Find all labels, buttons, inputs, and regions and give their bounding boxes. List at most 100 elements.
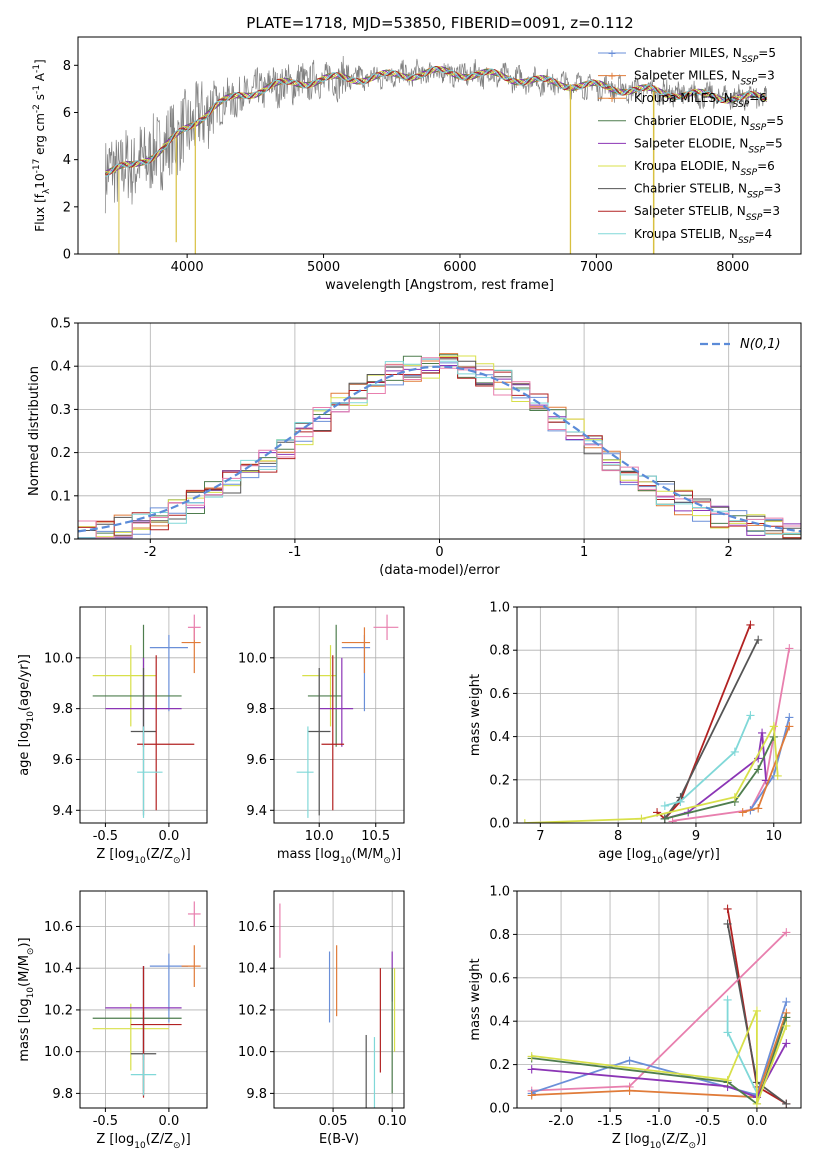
axes-frame xyxy=(79,890,208,1109)
y-tick-label: 0.2 xyxy=(489,1058,510,1073)
mass-weight-marker: + xyxy=(757,726,768,741)
y-tick-label: 10.0 xyxy=(44,651,73,666)
mass-weight-marker: + xyxy=(722,1080,733,1095)
x-tick-label: 8 xyxy=(614,829,622,844)
y-tick-label: 0.3 xyxy=(50,403,71,418)
mass-weight-marker: + xyxy=(781,1010,792,1025)
y-tick-label: 9.6 xyxy=(52,753,73,768)
y-tick-label: 4 xyxy=(63,153,71,168)
axes-frame xyxy=(77,322,802,540)
x-tick-label: 0.0 xyxy=(159,829,180,844)
plot-area: ++++++++ ++++++++ ++++++++++++ +++ ++++ xyxy=(519,618,795,832)
y-tick-label: 10.0 xyxy=(44,1045,73,1060)
legend-label: Salpeter MILES, NSSP=3 xyxy=(634,69,775,88)
plot-area xyxy=(296,614,399,818)
y-tick-label: 9.8 xyxy=(52,702,73,717)
mass-weight-marker: + xyxy=(781,1097,792,1112)
mass-weight-marker: + xyxy=(761,773,772,788)
y-tick-label: 0.1 xyxy=(50,489,71,504)
mass-weight-marker: + xyxy=(753,752,764,767)
mass-weight-line xyxy=(726,999,758,1094)
mass-weight-marker: + xyxy=(526,1088,537,1103)
plot-area xyxy=(279,903,396,1108)
axes-frame xyxy=(79,606,208,824)
mass-weight-marker: + xyxy=(526,1086,537,1101)
x-tick-label: 9 xyxy=(692,829,700,844)
x-tick-label: 1 xyxy=(580,545,588,560)
panel-residuals: -2 -1 0 1 2 0.0 0.1 0.2 0.3 0.4 0.5 (data-model)/er… xyxy=(27,317,802,578)
legend-marker: + xyxy=(607,70,616,83)
legend: + Chabrier MILES, NSSP=5 + Salpeter MILES, … xyxy=(598,46,784,246)
mass-weight-marker: + xyxy=(768,719,779,734)
x-tick-label: 10.0 xyxy=(305,829,334,844)
y-tick-label: 0.2 xyxy=(489,773,510,788)
panel-mass_vs_Z: -0.5 0.0 9.8 10.0 10.2 10.4 10.6 Z [log10(Z/Z⊙)… xyxy=(17,890,208,1151)
residual-histogram xyxy=(78,357,801,539)
y-tick-label: 0.4 xyxy=(489,1015,510,1030)
legend-label: Salpeter ELODIE, NSSP=5 xyxy=(634,136,783,155)
mass-weight-line xyxy=(531,931,787,1092)
mass-weight-marker: + xyxy=(526,1062,537,1077)
y-tick-label: 2 xyxy=(63,200,71,215)
axes-frame xyxy=(77,36,802,255)
y-tick-label: 6 xyxy=(63,106,71,121)
mass-weight-marker: + xyxy=(751,1004,762,1019)
mass-weight-marker: + xyxy=(722,1073,733,1088)
y-tick-label: 10.4 xyxy=(44,962,73,977)
legend-label: Kroupa MILES, NSSP=6 xyxy=(634,91,767,110)
y-tick-label: 9.8 xyxy=(52,1087,73,1102)
y-tick-label: 0.6 xyxy=(489,971,510,986)
x-axis-label: age [log10(age/yr)] xyxy=(598,847,720,866)
y-tick-label: 0.4 xyxy=(50,360,71,375)
y-tick-label: 9.8 xyxy=(246,702,267,717)
y-axis-label: age [log10(age/yr)] xyxy=(17,654,36,776)
x-tick-label: 10.5 xyxy=(361,829,390,844)
mass-weight-marker: + xyxy=(659,799,670,814)
plot-area xyxy=(104,55,768,254)
legend-label: N(0,1) xyxy=(740,337,781,352)
axes-frame xyxy=(273,890,405,1109)
plot-area xyxy=(92,901,201,1098)
model-spectrum-kroupa-stelib xyxy=(105,66,767,177)
mass-weight-marker: + xyxy=(781,1097,792,1112)
x-tick-label: 4000 xyxy=(171,260,204,275)
mass-weight-marker: + xyxy=(753,763,764,778)
mass-weight-marker: + xyxy=(526,1049,537,1064)
mass-weight-line xyxy=(672,647,791,822)
x-axis-label: Z [log10(Z/Z⊙)] xyxy=(612,1132,706,1151)
y-axis-label: mass weight xyxy=(468,674,483,756)
legend-marker: + xyxy=(607,47,616,60)
mass-weight-marker: + xyxy=(751,1097,762,1112)
x-tick-label: 8000 xyxy=(716,260,749,275)
y-tick-label: 0 xyxy=(63,248,71,263)
mass-weight-marker: + xyxy=(781,1019,792,1034)
x-tick-label: -0.5 xyxy=(93,829,118,844)
panel-mass_weight_vs_Z: ++++++++++ +++++++ + +++++++++++++++ -2.0 -1.… xyxy=(468,885,802,1151)
legend-label: Salpeter STELIB, NSSP=3 xyxy=(634,204,780,223)
mass-weight-marker: + xyxy=(745,804,756,819)
y-tick-label: 0.5 xyxy=(50,317,71,332)
mass-weight-marker: + xyxy=(722,993,733,1008)
mass-weight-line xyxy=(664,736,775,820)
legend-marker: + xyxy=(607,92,616,105)
mass-weight-line xyxy=(531,1010,788,1105)
x-axis-label: E(B-V) xyxy=(319,1132,359,1147)
mass-weight-marker: + xyxy=(781,1006,792,1021)
y-tick-label: 9.4 xyxy=(246,804,267,819)
model-spectrum-salpeter-elodie xyxy=(105,66,768,172)
mass-weight-marker: + xyxy=(729,791,740,806)
legend-label: Chabrier MILES, NSSP=5 xyxy=(634,46,776,65)
x-tick-label: -0.5 xyxy=(93,1114,118,1129)
mass-weight-marker: + xyxy=(624,1054,635,1069)
x-tick-label: 0.10 xyxy=(378,1114,407,1129)
y-tick-label: 0.8 xyxy=(489,644,510,659)
plot-area xyxy=(92,614,201,818)
legend-label: Kroupa STELIB, NSSP=4 xyxy=(634,227,772,246)
y-tick-label: 10.6 xyxy=(44,920,73,935)
mass-weight-marker: + xyxy=(729,745,740,760)
y-tick-label: 1.0 xyxy=(489,601,510,616)
mass-weight-marker: + xyxy=(519,817,530,832)
mass-weight-marker: + xyxy=(753,633,764,648)
y-tick-label: 10.2 xyxy=(44,1003,73,1018)
